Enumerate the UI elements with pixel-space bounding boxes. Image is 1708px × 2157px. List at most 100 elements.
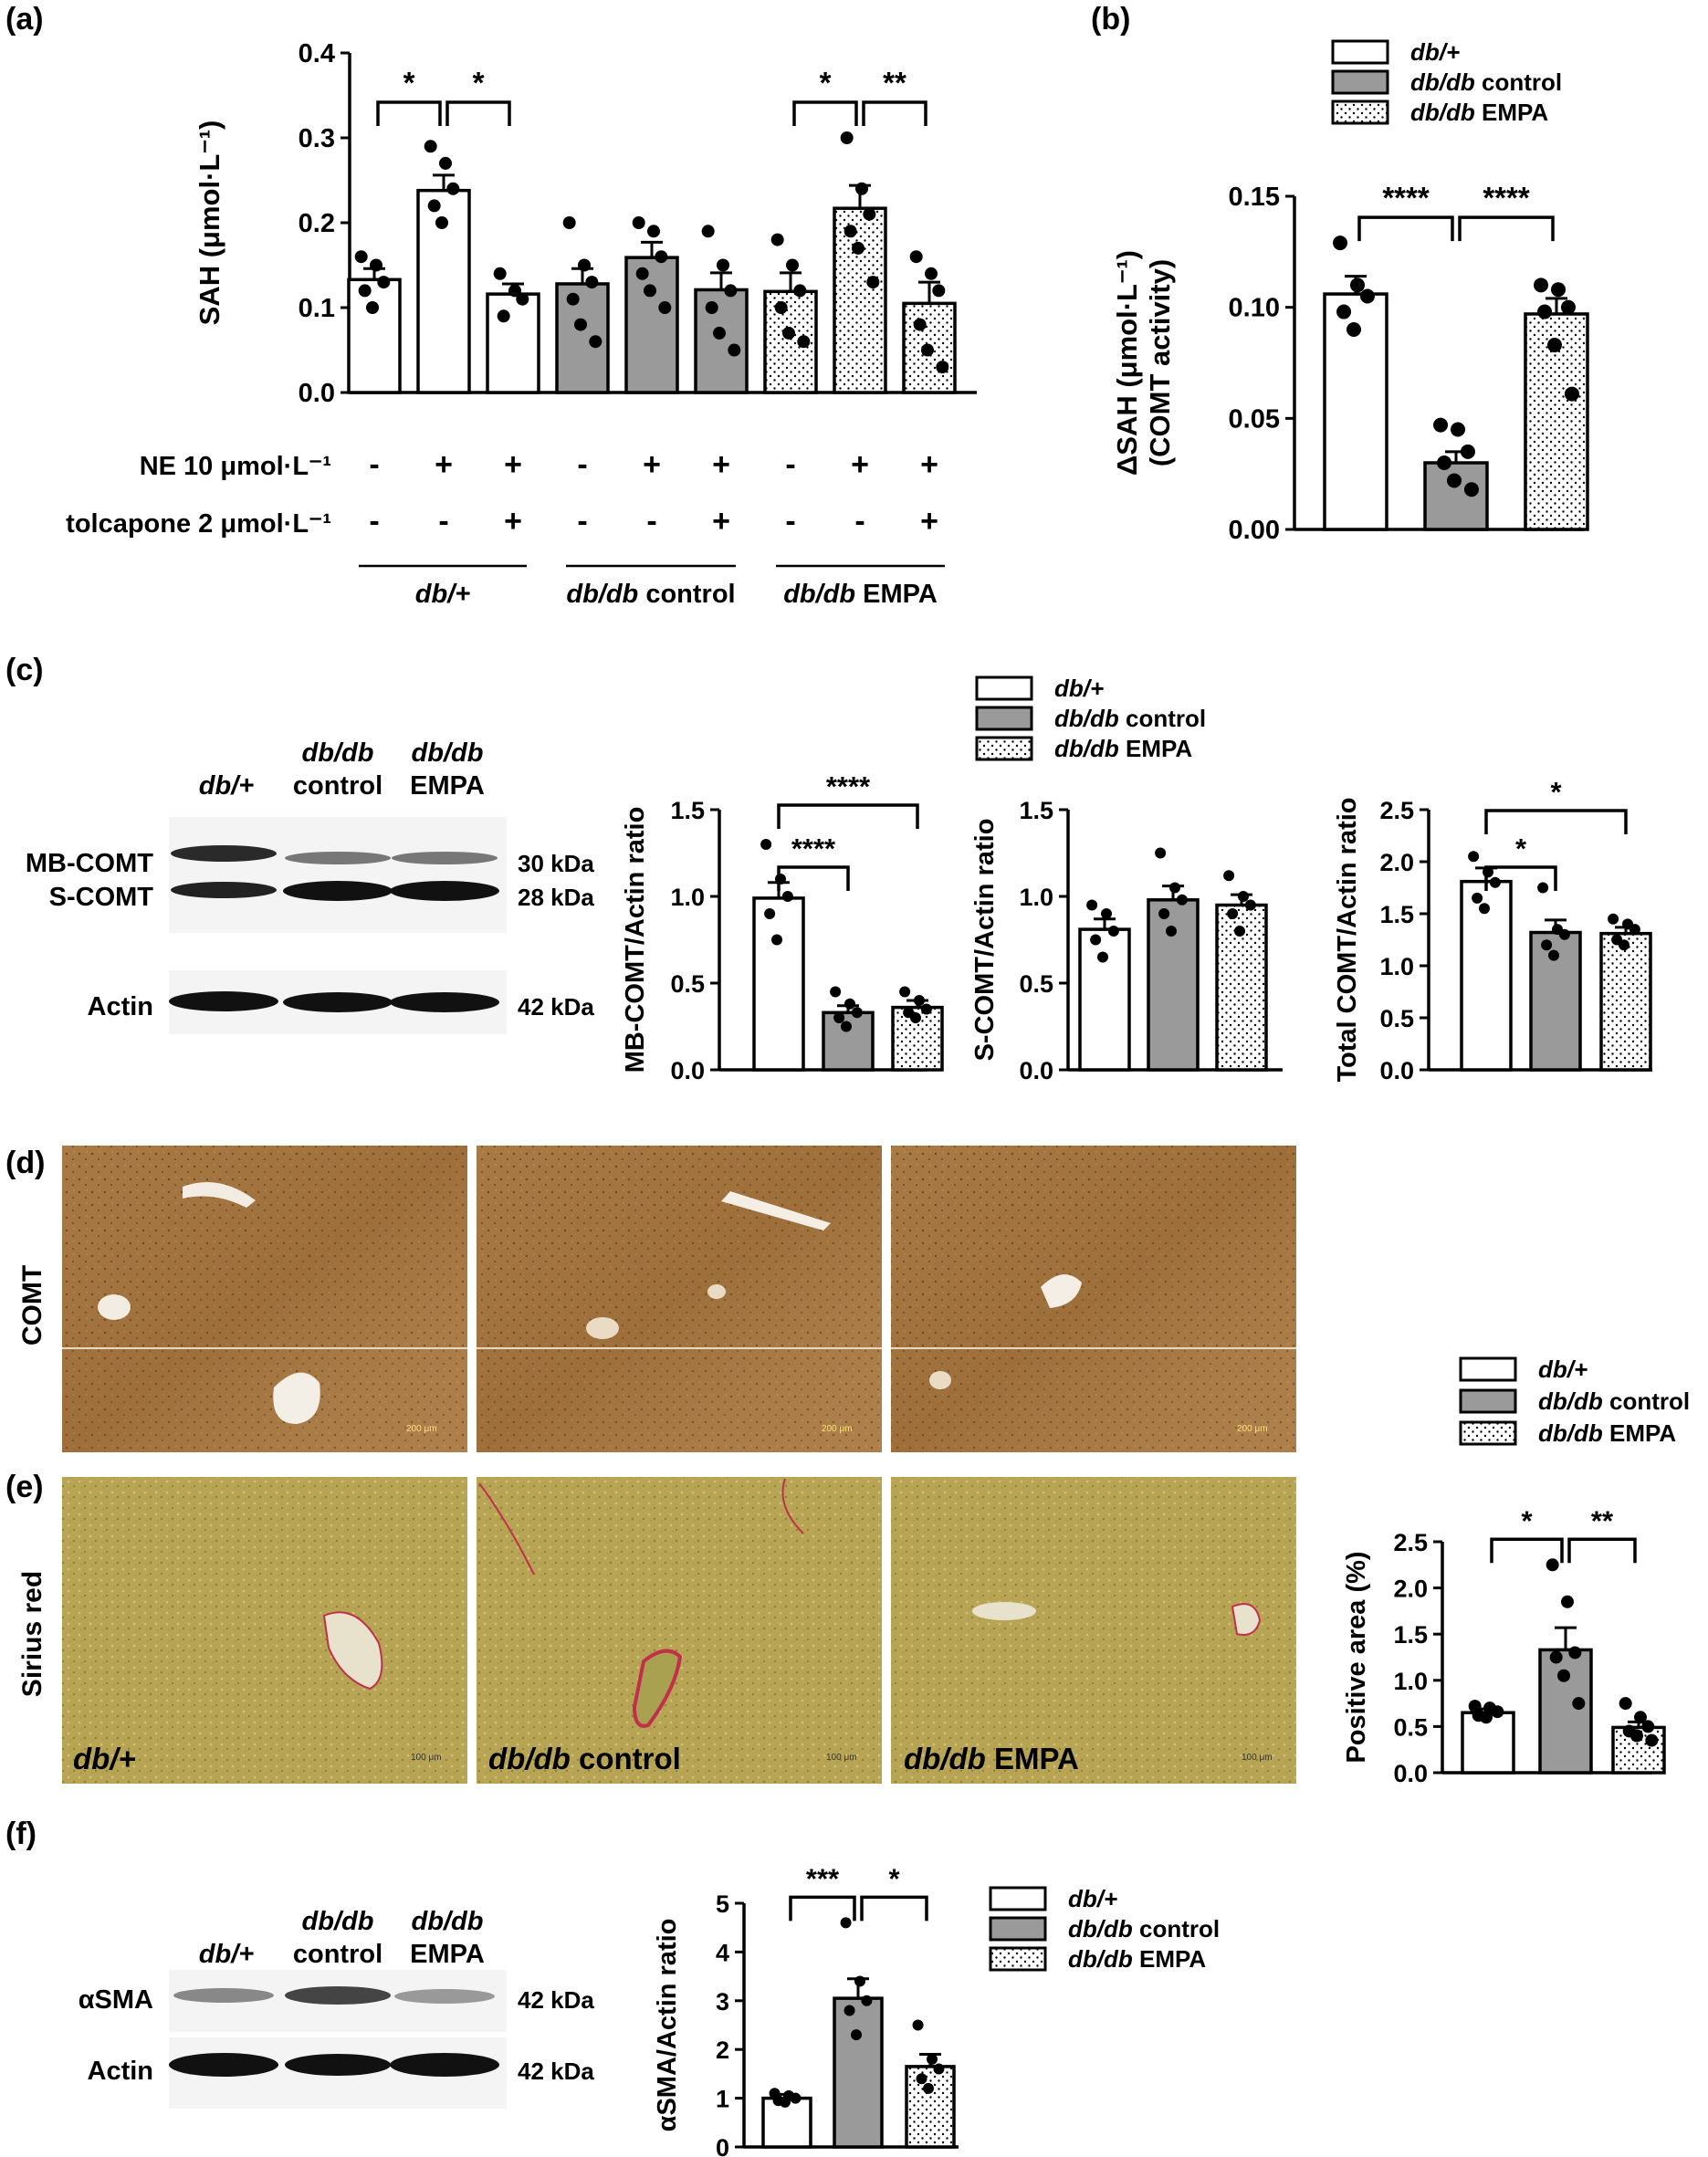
legend-label: db/db control <box>1410 68 1562 96</box>
group-label-italic: db/db <box>904 1742 986 1775</box>
group-label-rest: control <box>1475 68 1562 96</box>
significance-bracket <box>777 803 919 829</box>
lane-label: EMPA <box>410 771 485 801</box>
sirius-image-dbplus: 100 μm <box>62 1477 467 1784</box>
data-point <box>1548 949 1559 961</box>
blot-band <box>392 852 498 864</box>
panel-label-f: (f) <box>5 1817 37 1851</box>
bar <box>822 1010 875 1072</box>
data-point <box>770 233 784 246</box>
y-tick-label: 0.05 <box>1229 404 1280 434</box>
group-label-italic: db/+ <box>1054 675 1104 702</box>
data-point <box>1634 1711 1647 1724</box>
group-label-a: db/db control <box>566 580 735 609</box>
y-tick-label: 5 <box>716 1890 729 1918</box>
legend-swatch <box>1331 39 1389 65</box>
ne-sign: + <box>643 447 661 482</box>
group-label-italic: db/db <box>1068 1915 1133 1942</box>
data-point <box>797 335 811 349</box>
data-point <box>1630 1729 1643 1743</box>
y-tick-label: 2.0 <box>1393 1576 1428 1603</box>
panel-label-c: (c) <box>5 653 44 687</box>
tolcapone-sign: - <box>369 504 379 539</box>
significance-label: * <box>1521 1504 1533 1536</box>
data-point <box>632 216 645 229</box>
significance-bracket <box>1458 215 1555 242</box>
lane-label: db/db <box>302 738 374 768</box>
data-point <box>655 250 668 264</box>
group-label-italic: db/+ <box>1538 1356 1587 1383</box>
data-point <box>1227 908 1239 919</box>
y-tick-label: 0.10 <box>1229 294 1280 323</box>
data-point <box>354 250 368 264</box>
legend-label: db/+ <box>1054 675 1104 702</box>
data-point <box>1489 876 1501 888</box>
data-point <box>863 207 876 221</box>
data-point <box>1472 892 1483 904</box>
lane-label: db/+ <box>199 1940 254 1969</box>
data-point <box>840 131 854 144</box>
scale-bar-label: 100 μm <box>1242 1753 1273 1763</box>
y-tick-label: 0.0 <box>1393 1760 1428 1787</box>
legend-swatch <box>1459 1388 1517 1414</box>
data-point <box>852 241 864 255</box>
group-label-a: db/db EMPA <box>783 580 938 609</box>
significance-bracket <box>376 100 442 126</box>
data-point <box>493 267 507 280</box>
data-point <box>764 908 776 919</box>
legend-label: db/+ <box>1410 38 1460 66</box>
blot-band <box>173 1988 274 2003</box>
legend-label: db/+ <box>1068 1885 1117 1912</box>
data-point <box>923 2082 934 2094</box>
data-point <box>833 1012 845 1023</box>
y-tick-label: 2.0 <box>1379 849 1414 876</box>
significance-bracket <box>1567 1537 1637 1564</box>
data-point <box>790 2092 802 2104</box>
data-point <box>854 1975 865 1987</box>
significance-bracket <box>1484 809 1628 834</box>
legend-label: db/db EMPA <box>1054 735 1192 762</box>
data-point <box>713 326 726 340</box>
data-point <box>1479 903 1490 915</box>
data-point <box>1557 1669 1570 1682</box>
data-point <box>914 995 925 1006</box>
data-point <box>1107 926 1119 937</box>
group-label-a: db/+ <box>415 580 470 609</box>
data-point <box>855 182 868 195</box>
legend-swatch <box>975 736 1033 761</box>
lane-label: db/db <box>412 1907 484 1936</box>
data-point <box>1169 882 1180 894</box>
data-point <box>1166 926 1177 937</box>
bar <box>1078 927 1131 1072</box>
data-point <box>647 225 660 238</box>
data-point <box>851 2029 862 2041</box>
lane-label: db/db <box>412 738 484 768</box>
blot-band <box>390 2053 499 2077</box>
data-point <box>1551 282 1566 298</box>
group-label-rest: EMPA <box>855 580 938 609</box>
tolcapone-sign: - <box>438 504 448 539</box>
data-point <box>932 284 946 298</box>
group-label-italic: db/db <box>566 580 638 609</box>
significance-label: **** <box>826 770 871 802</box>
data-point <box>1547 338 1562 353</box>
data-point <box>705 301 718 314</box>
histology-caption: db/+ <box>73 1742 136 1775</box>
group-label-italic: db/db <box>1538 1419 1603 1447</box>
data-point <box>760 839 772 850</box>
legend-label: db/db EMPA <box>1538 1419 1676 1447</box>
y-axis-label: MB-COMT/Actin ratio <box>621 807 650 1073</box>
y-tick-label: 1.0 <box>670 884 705 911</box>
significance-label: * <box>1550 776 1562 808</box>
treatment-table: NE 10 μmol·L⁻¹ tolcapone 2 μmol·L⁻¹ - + + -… <box>66 447 938 539</box>
ne-sign: - <box>577 447 587 482</box>
data-point <box>840 1917 852 1929</box>
comt-image-dbdb-empa: 200 μm <box>891 1146 1296 1452</box>
significance-bracket <box>1357 215 1454 242</box>
blot-band <box>283 992 393 1012</box>
data-point <box>578 258 591 272</box>
data-point <box>574 318 587 331</box>
